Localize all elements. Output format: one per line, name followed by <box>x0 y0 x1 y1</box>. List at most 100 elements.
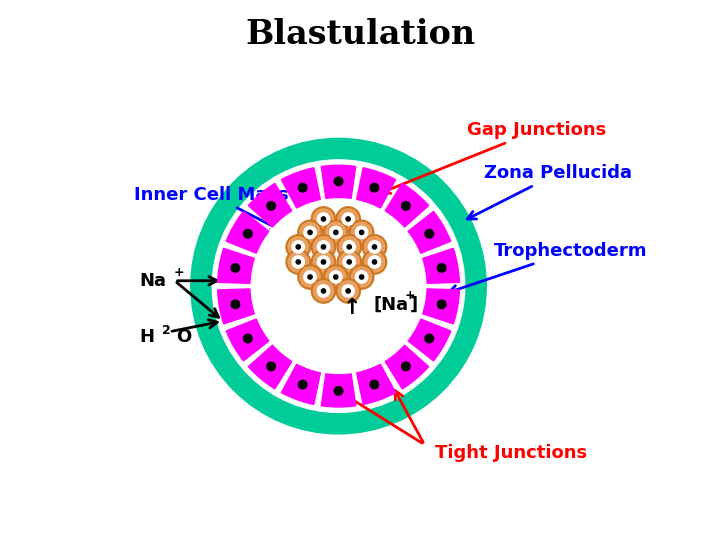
Circle shape <box>372 260 377 264</box>
Text: Tight Junctions: Tight Junctions <box>435 444 588 462</box>
Wedge shape <box>226 319 269 361</box>
Text: H: H <box>140 328 155 346</box>
Circle shape <box>324 220 348 244</box>
Circle shape <box>304 271 316 283</box>
Wedge shape <box>217 248 254 284</box>
Circle shape <box>321 260 325 264</box>
Circle shape <box>402 362 410 370</box>
Circle shape <box>321 217 325 221</box>
Circle shape <box>243 230 252 238</box>
Circle shape <box>346 217 351 221</box>
Circle shape <box>372 245 377 249</box>
Circle shape <box>324 265 348 289</box>
Circle shape <box>330 226 342 239</box>
Circle shape <box>425 230 433 238</box>
Circle shape <box>321 289 325 293</box>
Circle shape <box>334 177 343 186</box>
Circle shape <box>333 275 338 279</box>
Circle shape <box>330 271 342 283</box>
Circle shape <box>318 285 330 297</box>
Circle shape <box>250 198 427 375</box>
Circle shape <box>338 250 361 274</box>
Circle shape <box>370 184 379 192</box>
Wedge shape <box>356 364 395 404</box>
Circle shape <box>342 213 354 225</box>
Circle shape <box>321 245 325 249</box>
Wedge shape <box>385 345 428 389</box>
Circle shape <box>318 256 330 268</box>
Wedge shape <box>248 184 292 227</box>
Text: Gap Junctions: Gap Junctions <box>382 122 607 193</box>
Circle shape <box>318 213 330 225</box>
Wedge shape <box>248 345 292 389</box>
Wedge shape <box>226 211 269 253</box>
Wedge shape <box>408 211 451 253</box>
Circle shape <box>369 256 381 268</box>
Circle shape <box>312 235 336 259</box>
Circle shape <box>308 230 312 234</box>
Circle shape <box>402 201 410 210</box>
Text: Trophectoderm: Trophectoderm <box>449 242 648 294</box>
Circle shape <box>350 220 374 244</box>
Circle shape <box>231 300 240 308</box>
Circle shape <box>298 265 322 289</box>
Circle shape <box>212 160 464 413</box>
Circle shape <box>363 235 387 259</box>
Text: ↑: ↑ <box>343 298 361 318</box>
Circle shape <box>334 387 343 395</box>
Circle shape <box>298 184 307 192</box>
Circle shape <box>298 220 322 244</box>
Circle shape <box>304 226 316 239</box>
Circle shape <box>333 230 338 234</box>
Wedge shape <box>385 184 428 227</box>
Wedge shape <box>321 165 356 198</box>
Circle shape <box>437 264 446 272</box>
Circle shape <box>350 265 374 289</box>
Circle shape <box>346 289 351 293</box>
Circle shape <box>318 241 330 253</box>
Circle shape <box>338 235 361 259</box>
Wedge shape <box>423 289 459 324</box>
Circle shape <box>296 260 300 264</box>
Wedge shape <box>282 364 320 404</box>
Circle shape <box>336 207 360 231</box>
Circle shape <box>296 245 300 249</box>
Wedge shape <box>423 248 459 284</box>
Circle shape <box>425 334 433 343</box>
Text: O: O <box>176 328 191 346</box>
Circle shape <box>298 380 307 389</box>
Circle shape <box>267 362 276 370</box>
Circle shape <box>191 138 486 434</box>
Circle shape <box>347 260 351 264</box>
Circle shape <box>308 275 312 279</box>
Text: +: + <box>174 266 184 279</box>
Wedge shape <box>282 168 320 208</box>
Circle shape <box>267 201 276 210</box>
Circle shape <box>287 250 310 274</box>
Circle shape <box>312 250 336 274</box>
Circle shape <box>292 241 305 253</box>
Text: ]: ] <box>410 296 418 314</box>
Text: +: + <box>405 289 415 302</box>
Circle shape <box>243 334 252 343</box>
Circle shape <box>312 207 336 231</box>
Text: Zona Pellucida: Zona Pellucida <box>467 164 631 219</box>
Circle shape <box>356 226 368 239</box>
Circle shape <box>343 241 356 253</box>
Circle shape <box>292 256 305 268</box>
Circle shape <box>437 300 446 308</box>
Circle shape <box>370 380 379 389</box>
Text: 2: 2 <box>162 323 171 336</box>
Circle shape <box>369 241 381 253</box>
Circle shape <box>287 235 310 259</box>
Circle shape <box>359 230 364 234</box>
Wedge shape <box>217 289 254 324</box>
Circle shape <box>356 271 368 283</box>
Wedge shape <box>356 168 395 208</box>
Circle shape <box>336 279 360 303</box>
Circle shape <box>347 245 351 249</box>
Text: [Na: [Na <box>374 296 408 314</box>
Circle shape <box>343 256 356 268</box>
Circle shape <box>363 250 387 274</box>
Circle shape <box>359 275 364 279</box>
